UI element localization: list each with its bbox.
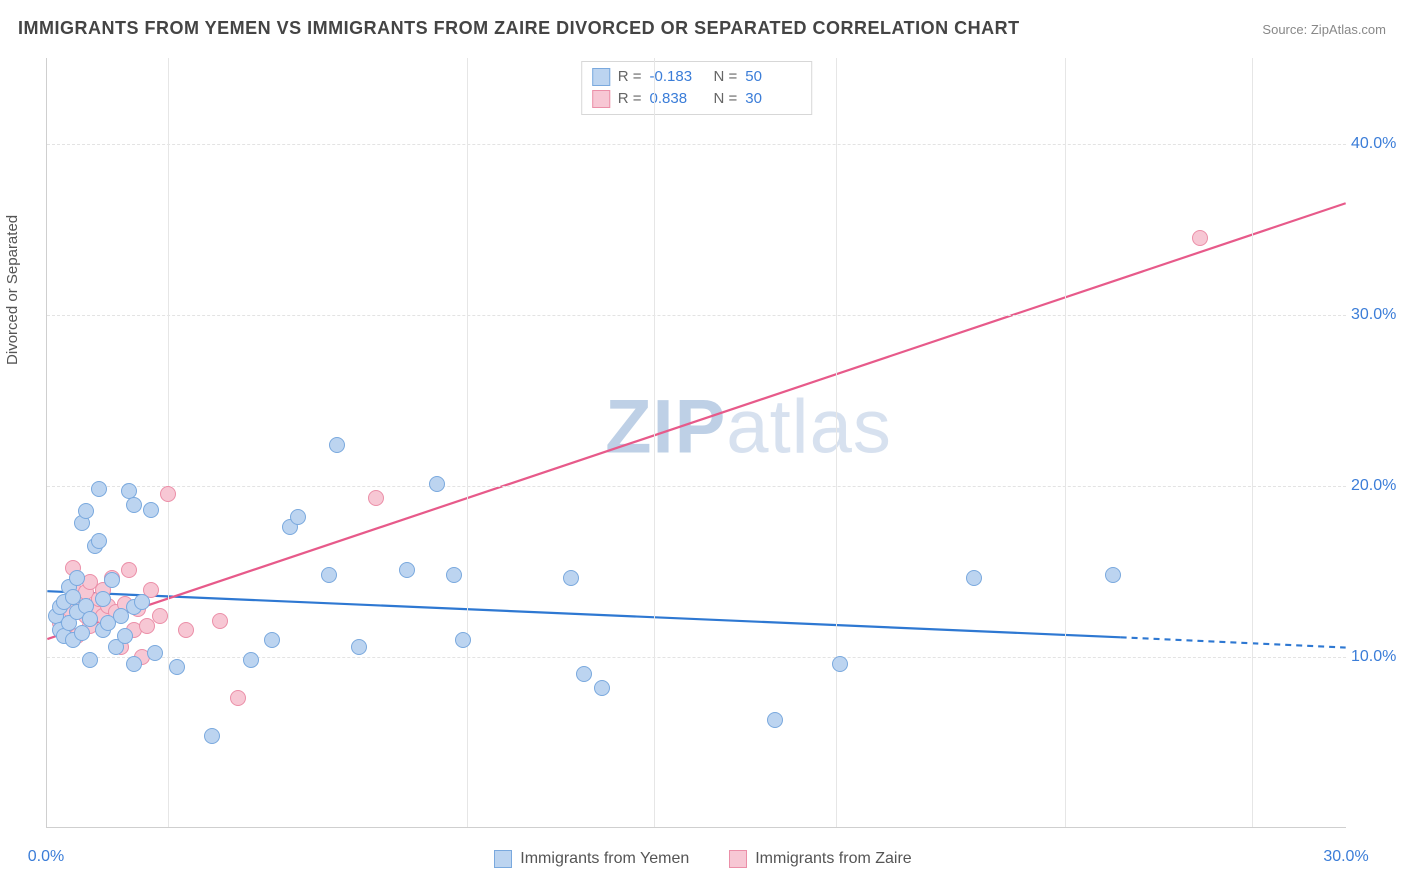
gridline-vertical [168, 58, 169, 827]
data-point-yemen [143, 502, 159, 518]
y-axis-label: Divorced or Separated [4, 215, 21, 365]
data-point-zaire [178, 622, 194, 638]
data-point-yemen [117, 628, 133, 644]
data-point-yemen [832, 656, 848, 672]
y-tick-label: 20.0% [1351, 477, 1406, 495]
r-label: R = [618, 88, 642, 110]
data-point-zaire [152, 608, 168, 624]
data-point-yemen [204, 728, 220, 744]
regression-lines-layer [47, 58, 1346, 827]
data-point-zaire [368, 490, 384, 506]
regression-line [47, 591, 1120, 637]
swatch-yemen [494, 850, 512, 868]
data-point-yemen [82, 652, 98, 668]
source-label: Source: [1262, 22, 1307, 37]
legend-stats-row-zaire: R = 0.838 N = 30 [592, 88, 802, 110]
gridline-horizontal [47, 486, 1346, 487]
data-point-yemen [455, 632, 471, 648]
data-point-yemen [429, 476, 445, 492]
gridline-horizontal [47, 144, 1346, 145]
data-point-zaire [212, 613, 228, 629]
data-point-yemen [594, 680, 610, 696]
legend-stats-box: R = -0.183 N = 50 R = 0.838 N = 30 [581, 61, 813, 115]
bottom-legend: Immigrants from Yemen Immigrants from Za… [0, 850, 1406, 868]
data-point-zaire [160, 486, 176, 502]
legend-label-zaire: Immigrants from Zaire [755, 850, 911, 868]
source-name[interactable]: ZipAtlas.com [1311, 22, 1386, 37]
regression-line [47, 203, 1345, 639]
y-tick-label: 30.0% [1351, 306, 1406, 324]
y-tick-label: 10.0% [1351, 648, 1406, 666]
r-label: R = [618, 66, 642, 88]
data-point-yemen [91, 533, 107, 549]
data-point-yemen [329, 437, 345, 453]
gridline-vertical [1252, 58, 1253, 827]
data-point-yemen [147, 645, 163, 661]
data-point-yemen [78, 503, 94, 519]
watermark: ZIPatlas [605, 384, 892, 471]
data-point-yemen [563, 570, 579, 586]
data-point-yemen [91, 481, 107, 497]
data-point-yemen [95, 591, 111, 607]
data-point-yemen [126, 656, 142, 672]
gridline-vertical [654, 58, 655, 827]
data-point-yemen [264, 632, 280, 648]
data-point-yemen [290, 509, 306, 525]
gridline-vertical [467, 58, 468, 827]
n-value-zaire: 30 [745, 88, 801, 110]
data-point-yemen [243, 652, 259, 668]
data-point-zaire [230, 690, 246, 706]
gridline-horizontal [47, 315, 1346, 316]
legend-item-zaire: Immigrants from Zaire [729, 850, 911, 868]
data-point-yemen [169, 659, 185, 675]
data-point-yemen [1105, 567, 1121, 583]
data-point-yemen [134, 594, 150, 610]
swatch-zaire [729, 850, 747, 868]
legend-stats-row-yemen: R = -0.183 N = 50 [592, 66, 802, 88]
n-value-yemen: 50 [745, 66, 801, 88]
data-point-yemen [74, 625, 90, 641]
swatch-zaire [592, 90, 610, 108]
data-point-yemen [446, 567, 462, 583]
r-value-yemen: -0.183 [650, 66, 706, 88]
gridline-vertical [1065, 58, 1066, 827]
data-point-yemen [966, 570, 982, 586]
n-label: N = [714, 88, 738, 110]
regression-extrapolation [1121, 637, 1346, 647]
data-point-yemen [576, 666, 592, 682]
data-point-yemen [69, 570, 85, 586]
r-value-zaire: 0.838 [650, 88, 706, 110]
y-tick-label: 40.0% [1351, 135, 1406, 153]
chart-title: IMMIGRANTS FROM YEMEN VS IMMIGRANTS FROM… [18, 18, 1020, 39]
data-point-yemen [104, 572, 120, 588]
data-point-zaire [121, 562, 137, 578]
data-point-yemen [321, 567, 337, 583]
plot-area: ZIPatlas R = -0.183 N = 50 R = 0.838 N =… [46, 58, 1346, 828]
swatch-yemen [592, 68, 610, 86]
data-point-yemen [126, 497, 142, 513]
data-point-yemen [767, 712, 783, 728]
source-attribution: Source: ZipAtlas.com [1262, 22, 1386, 37]
legend-label-yemen: Immigrants from Yemen [520, 850, 689, 868]
n-label: N = [714, 66, 738, 88]
data-point-zaire [1192, 230, 1208, 246]
data-point-yemen [399, 562, 415, 578]
legend-item-yemen: Immigrants from Yemen [494, 850, 689, 868]
gridline-vertical [836, 58, 837, 827]
data-point-yemen [351, 639, 367, 655]
